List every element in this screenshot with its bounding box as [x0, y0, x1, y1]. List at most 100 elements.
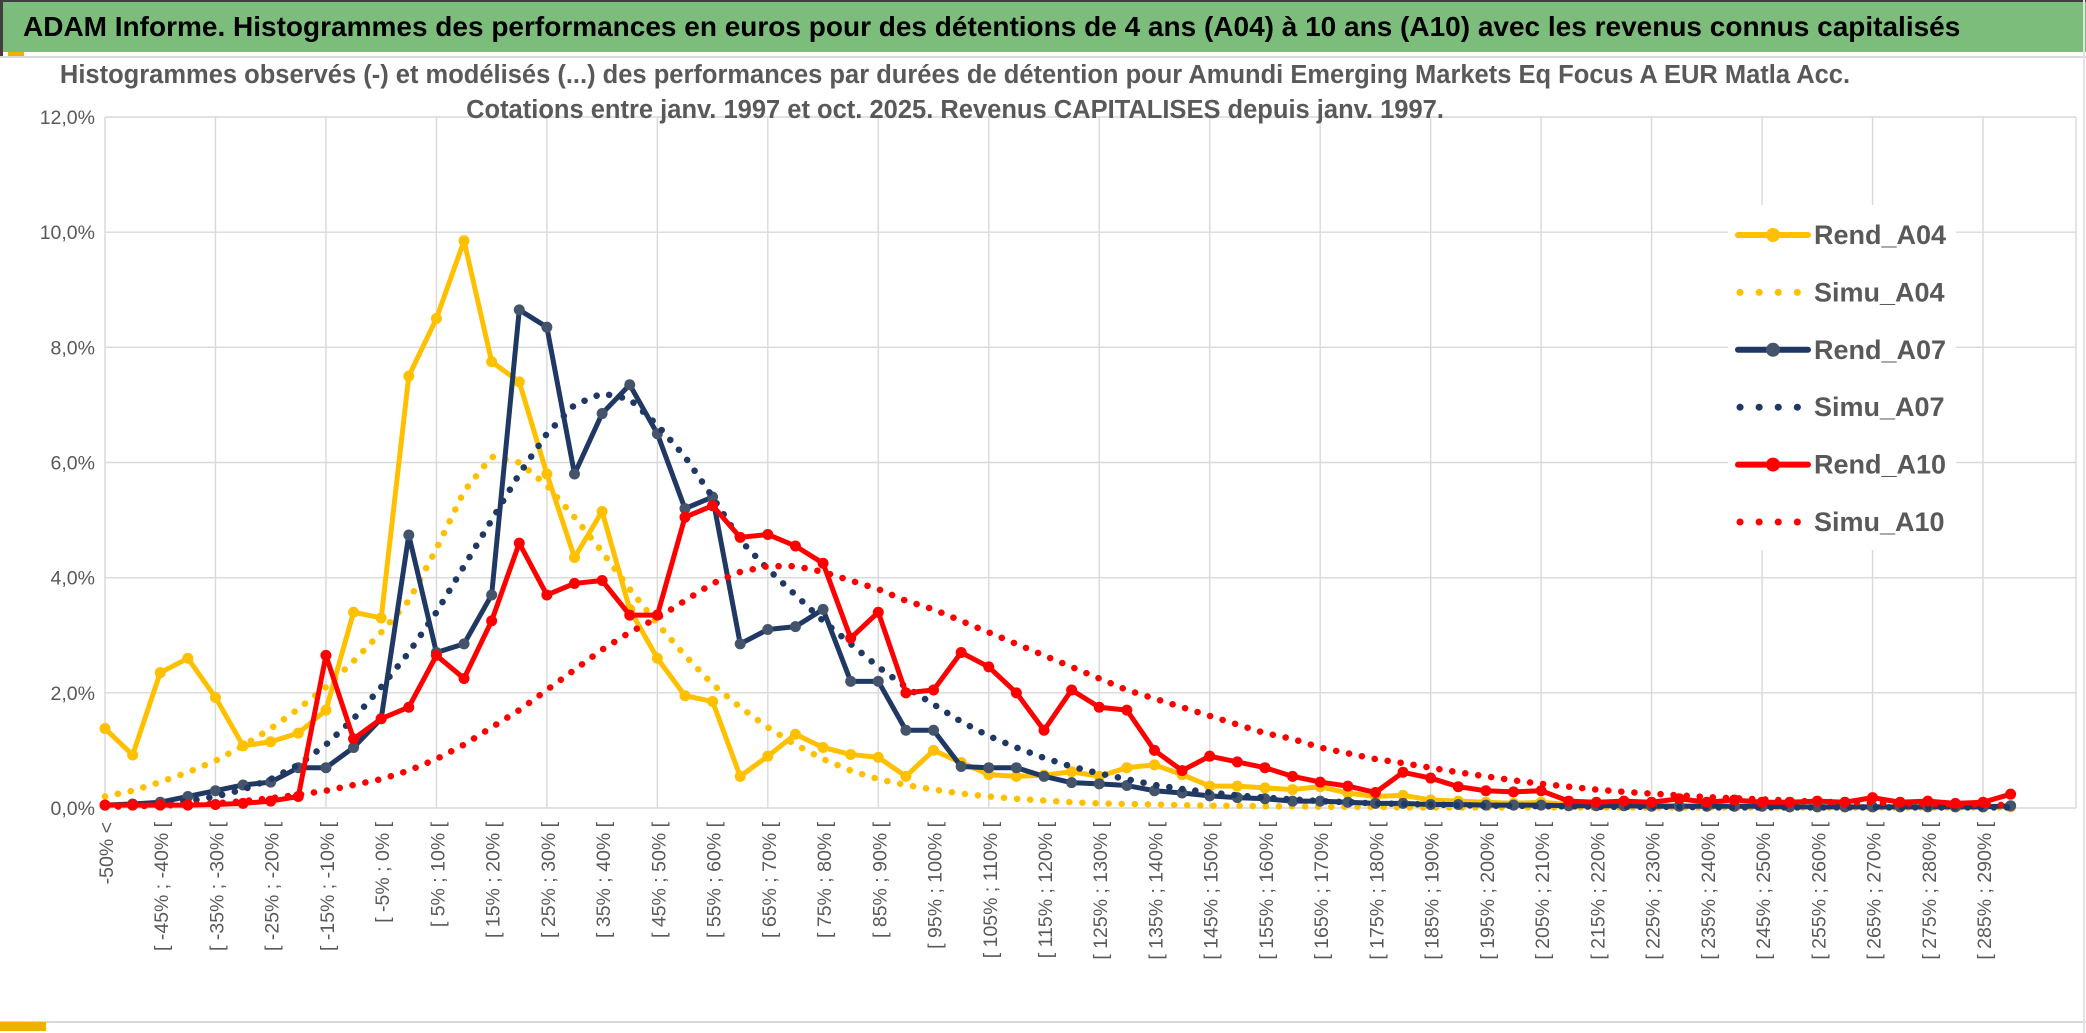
legend-label: Rend_A04: [1814, 220, 1946, 250]
data-point: [762, 750, 774, 762]
data-point: [182, 652, 194, 664]
data-point: [569, 577, 580, 589]
legend-item-Rend_A07: Rend_A07: [1735, 335, 1946, 365]
data-point: [569, 552, 580, 564]
data-point: [513, 304, 525, 316]
y-tick-label: 12,0%: [40, 107, 95, 129]
data-point: [845, 748, 857, 760]
data-point: [1259, 782, 1271, 794]
banner-title: ADAM Informe. Histogrammes des performan…: [23, 11, 1961, 42]
data-point: [1342, 780, 1354, 792]
series-Simu_A07: [101, 390, 2014, 811]
x-tick-label: [ 165% ; 170% [: [1311, 821, 1333, 959]
data-point: [486, 615, 498, 627]
data-point: [928, 684, 940, 696]
data-point: [1038, 770, 1050, 782]
data-point: [1397, 789, 1409, 801]
data-point: [872, 675, 884, 687]
data-point: [928, 724, 940, 736]
legend-swatch-marker: [1766, 342, 1780, 357]
data-point: [734, 531, 746, 543]
x-tick-label: [ 245% ; 250% [: [1753, 821, 1775, 959]
data-point: [789, 728, 801, 740]
x-tick-label: [ 115% ; 120% [: [1035, 821, 1057, 958]
data-point: [1452, 781, 1464, 793]
data-point: [1480, 785, 1492, 797]
data-point: [1287, 770, 1299, 782]
series-Simu_A10: [101, 562, 2014, 811]
data-point: [707, 500, 719, 512]
y-tick-label: 6,0%: [51, 453, 95, 475]
data-point: [734, 638, 746, 650]
window-right-border: [2083, 0, 2085, 1033]
legend-item-Rend_A04: Rend_A04: [1735, 220, 1946, 250]
data-point: [2005, 788, 2017, 800]
x-tick-label: [ 285% ; 290% [: [1974, 821, 1996, 959]
data-point: [734, 770, 746, 782]
data-point: [955, 647, 967, 659]
data-point: [541, 589, 553, 601]
series-Rend_A10: [99, 500, 2017, 811]
data-point: [569, 468, 580, 480]
x-tick-label: [ 265% ; 270% [: [1864, 821, 1886, 959]
data-point: [900, 770, 912, 782]
data-point: [762, 623, 774, 635]
divider-bottom: [0, 1021, 2086, 1023]
data-point: [1397, 766, 1409, 778]
y-tick-label: 4,0%: [51, 568, 95, 590]
data-point: [762, 528, 774, 540]
legend-swatch-marker: [1766, 457, 1780, 472]
x-tick-label: [ 215% ; 220% [: [1587, 821, 1609, 959]
y-tick-label: 0,0%: [51, 798, 95, 820]
data-point: [430, 313, 442, 325]
data-point: [1314, 776, 1326, 788]
data-point: [403, 370, 415, 382]
data-point: [127, 749, 139, 761]
data-point: [624, 379, 636, 391]
data-point: [872, 606, 884, 618]
y-tick-label: 2,0%: [51, 683, 95, 705]
chart-title-line2: Cotations entre janv. 1997 et oct. 2025.…: [466, 96, 1444, 124]
data-point: [1010, 762, 1022, 774]
x-axis-labels: -50% < [ -45% ; -40% [[ -35% ; -30% [[ -2…: [96, 821, 1996, 959]
data-point: [1535, 785, 1547, 797]
data-point: [403, 701, 415, 713]
legend-item-Simu_A10: Simu_A10: [1736, 507, 1945, 537]
data-point: [1066, 777, 1078, 789]
x-tick-label: [ 5% ; 10% [: [427, 821, 449, 927]
x-tick-label: [ -35% ; -30% [: [206, 821, 228, 951]
data-point: [789, 621, 801, 633]
x-tick-label: [ 235% ; 240% [: [1698, 821, 1720, 959]
data-point: [348, 606, 360, 618]
x-tick-label: [ 185% ; 190% [: [1422, 821, 1444, 959]
data-point: [1010, 770, 1022, 782]
data-point: [1204, 780, 1216, 792]
x-tick-label: [ 205% ; 210% [: [1532, 821, 1554, 959]
data-point: [1701, 796, 1713, 808]
data-point: [1066, 684, 1078, 696]
data-point: [1646, 796, 1658, 808]
data-point: [513, 537, 525, 549]
data-point: [624, 609, 636, 621]
data-point: [458, 638, 470, 650]
data-point: [817, 603, 829, 615]
data-point: [320, 649, 332, 661]
data-point: [99, 723, 111, 735]
data-point: [1093, 701, 1105, 713]
legend: Rend_A04 Simu_A04 Rend_A07 Simu_A07 Rend_A10…: [1728, 205, 1956, 550]
data-point: [928, 744, 940, 756]
data-point: [596, 575, 608, 587]
data-point: [486, 356, 498, 368]
x-tick-label: [ 155% ; 160% [: [1256, 821, 1278, 959]
data-point: [845, 675, 857, 687]
x-tick-label: [ 55% ; 60% [: [704, 821, 726, 938]
data-point: [265, 736, 277, 748]
data-point: [1535, 799, 1547, 811]
data-point: [430, 649, 442, 661]
data-point: [348, 742, 360, 754]
legend-label: Simu_A10: [1814, 507, 1945, 537]
x-tick-label: [ 225% ; 230% [: [1643, 821, 1665, 959]
x-tick-label: [ 25% ; 30% [: [538, 821, 560, 938]
legend-label: Simu_A04: [1814, 277, 1945, 307]
